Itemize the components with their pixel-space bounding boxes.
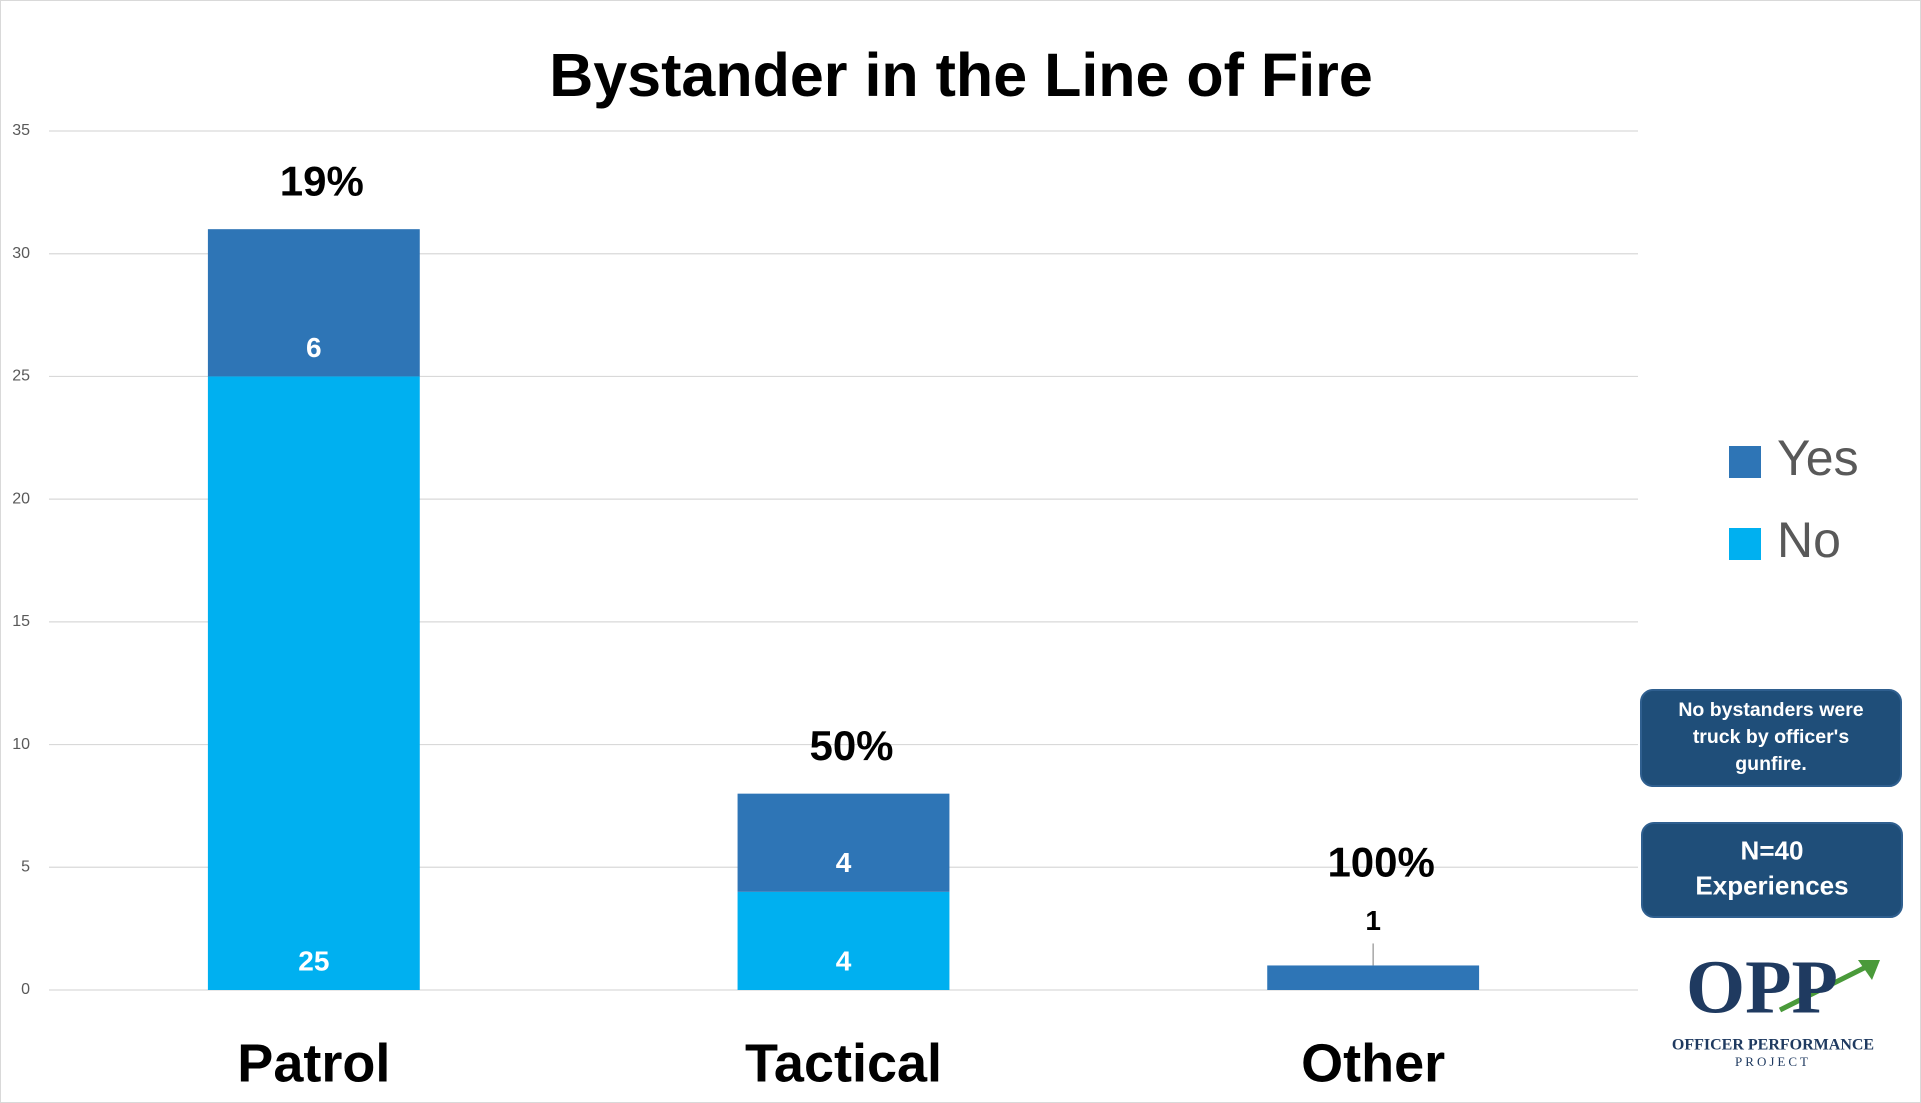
x-tick-label: Other bbox=[1301, 1033, 1445, 1093]
chart-title: Bystander in the Line of Fire bbox=[549, 41, 1373, 109]
legend-label: Yes bbox=[1777, 430, 1859, 486]
logo-arrow bbox=[1778, 962, 1872, 1013]
data-label: 6 bbox=[306, 332, 322, 363]
legend-swatch bbox=[1729, 446, 1761, 478]
note-box bbox=[1641, 822, 1903, 918]
bar-segment bbox=[1267, 965, 1480, 990]
y-tick-label: 25 bbox=[12, 368, 30, 385]
bar-segment bbox=[207, 229, 420, 377]
data-label: 4 bbox=[836, 945, 852, 976]
y-tick-label: 30 bbox=[12, 245, 30, 262]
legend-swatch bbox=[1729, 528, 1761, 560]
data-label: 4 bbox=[836, 847, 852, 878]
total-annotation: 19% bbox=[280, 157, 364, 204]
note-text: No bystanders were bbox=[1678, 699, 1863, 721]
logo-text: PROJECT bbox=[1735, 1054, 1811, 1069]
logo-arrowhead bbox=[1858, 960, 1880, 980]
note-text: N=40 bbox=[1741, 835, 1804, 865]
note-text: truck by officer's bbox=[1693, 726, 1850, 748]
note-box bbox=[1640, 689, 1902, 787]
bar-segment bbox=[737, 793, 950, 892]
x-tick-label: Patrol bbox=[237, 1033, 390, 1093]
y-tick-label: 10 bbox=[12, 736, 30, 753]
y-tick-label: 15 bbox=[12, 613, 30, 630]
legend-label: No bbox=[1777, 512, 1841, 568]
data-label: 1 bbox=[1365, 905, 1381, 936]
y-tick-label: 5 bbox=[21, 859, 30, 876]
x-tick-label: Tactical bbox=[745, 1033, 942, 1093]
data-label: 25 bbox=[298, 945, 329, 976]
logo-text: OFFICER PERFORMANCE bbox=[1672, 1037, 1874, 1054]
bar-segment bbox=[737, 891, 950, 990]
logo: OPP OFFICER PERFORMANCE PROJECT bbox=[1672, 945, 1880, 1069]
y-tick-label: 0 bbox=[21, 981, 30, 998]
note-text: Experiences bbox=[1695, 870, 1848, 900]
y-tick-label: 35 bbox=[12, 122, 30, 139]
total-annotation: 50% bbox=[809, 722, 893, 769]
logo-mark: OPP bbox=[1686, 945, 1838, 1029]
bar-segment bbox=[207, 376, 420, 990]
note-text: gunfire. bbox=[1735, 753, 1807, 775]
y-tick-label: 20 bbox=[12, 490, 30, 507]
total-annotation: 100% bbox=[1327, 839, 1434, 886]
